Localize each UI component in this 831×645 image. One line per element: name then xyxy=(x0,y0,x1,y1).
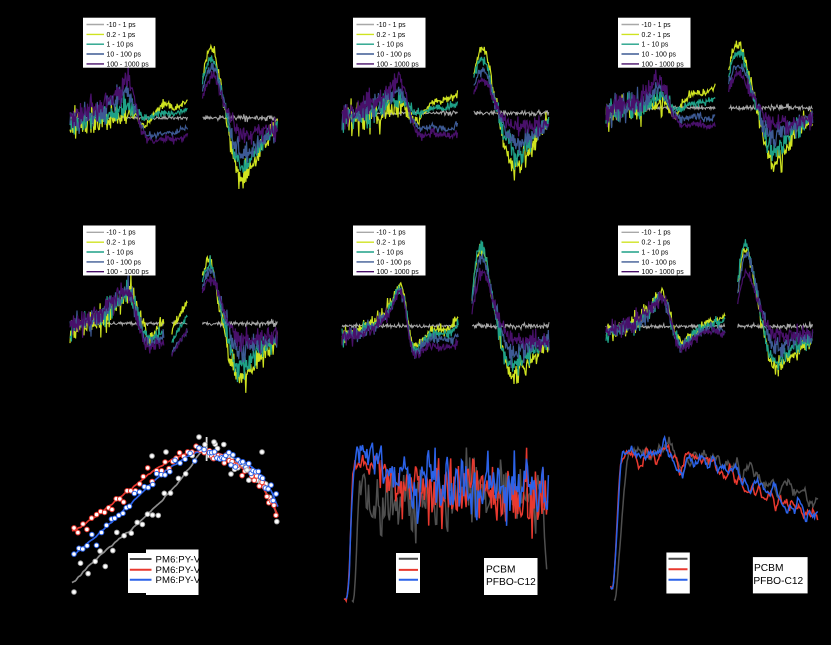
svg-text:0.2 - 1 ps: 0.2 - 1 ps xyxy=(377,32,406,39)
svg-text:1 - 10 ps: 1 - 10 ps xyxy=(107,249,134,256)
svg-text:10 - 100 ps: 10 - 100 ps xyxy=(642,51,677,58)
svg-text:-10 - 1 ps: -10 - 1 ps xyxy=(377,230,407,237)
svg-text:1 - 10 ps: 1 - 10 ps xyxy=(642,249,669,256)
svg-text:100 - 1000 ps: 100 - 1000 ps xyxy=(642,61,685,68)
svg-text:10 - 100 ps: 10 - 100 ps xyxy=(107,259,142,266)
svg-text:100 - 1000 ps: 100 - 1000 ps xyxy=(377,269,420,276)
svg-text:-10 - 1 ps: -10 - 1 ps xyxy=(642,230,672,237)
svg-text:PCBM: PCBM xyxy=(486,564,515,575)
svg-text:10 - 100 ps: 10 - 100 ps xyxy=(377,51,412,58)
svg-text:PM6:PY-V: PM6:PY-V xyxy=(156,554,201,565)
svg-text:PFBO-C12: PFBO-C12 xyxy=(486,577,536,588)
svg-text:-10 - 1 ps: -10 - 1 ps xyxy=(377,22,407,29)
svg-text::PFBO-C12: :PFBO-C12 xyxy=(751,576,804,587)
svg-text:PM6:PY-V: PM6:PY-V xyxy=(156,575,201,586)
svg-text:0.2 - 1 ps: 0.2 - 1 ps xyxy=(107,240,136,247)
svg-text:-10 - 1 ps: -10 - 1 ps xyxy=(107,22,137,29)
svg-text:-10 - 1 ps: -10 - 1 ps xyxy=(642,22,672,29)
svg-text:PCBM: PCBM xyxy=(754,563,783,574)
svg-text:1 - 10 ps: 1 - 10 ps xyxy=(642,42,669,49)
svg-text:0.2 - 1 ps: 0.2 - 1 ps xyxy=(377,240,406,247)
svg-text:1 - 10 ps: 1 - 10 ps xyxy=(377,42,404,49)
svg-text:100 - 1000 ps: 100 - 1000 ps xyxy=(377,61,420,68)
svg-text:1 - 10 ps: 1 - 10 ps xyxy=(377,249,404,256)
svg-text:100 - 1000 ps: 100 - 1000 ps xyxy=(107,269,150,276)
svg-text:10 - 100 ps: 10 - 100 ps xyxy=(642,259,677,266)
svg-text:10 - 100 ps: 10 - 100 ps xyxy=(377,259,412,266)
svg-text:100 - 1000 ps: 100 - 1000 ps xyxy=(642,269,685,276)
svg-text:100 - 1000 ps: 100 - 1000 ps xyxy=(107,61,150,68)
svg-text:0.2 - 1 ps: 0.2 - 1 ps xyxy=(107,32,136,39)
svg-text:0.2 - 1 ps: 0.2 - 1 ps xyxy=(642,240,671,247)
svg-text:0.2 - 1 ps: 0.2 - 1 ps xyxy=(642,32,671,39)
svg-text:-10 - 1 ps: -10 - 1 ps xyxy=(107,230,137,237)
svg-text:PM6:PY-V: PM6:PY-V xyxy=(156,565,201,576)
svg-text:1 - 10 ps: 1 - 10 ps xyxy=(107,42,134,49)
svg-text:10 - 100 ps: 10 - 100 ps xyxy=(107,51,142,58)
